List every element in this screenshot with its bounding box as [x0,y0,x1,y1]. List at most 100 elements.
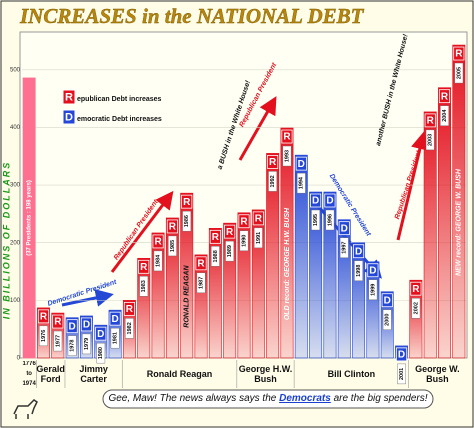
bar-badge-letter: R [427,116,435,127]
y-axis-label: IN BILLIONS OF DOLLARS [1,161,11,320]
group-label: 1776 to 1974 [22,361,36,387]
year-label: 1987 [198,277,204,289]
year-label: 2002 [413,302,419,314]
group-label-box: Gerald Ford [36,364,65,384]
bar-badge-letter: D [69,321,76,332]
year-box [411,297,421,319]
year-label: 1999 [370,284,376,296]
bar-badge [66,319,78,334]
bar-badge [80,317,93,332]
bar-badge-letter: R [441,91,449,102]
bar-badge-letter: R [226,227,234,238]
bar-badge [152,234,164,249]
y-tick-label: 0 [17,356,21,362]
bar-badge [381,293,393,308]
bar [423,111,437,359]
year-box [296,172,306,194]
year-box [210,246,220,267]
bar [323,191,337,359]
bar-badge-letter: R [412,284,420,295]
bar-badge [181,194,193,209]
legend-text: emocratic Debt increases [77,116,162,123]
year-box [153,250,163,272]
year-box [39,325,48,347]
bar-badge-letter: D [369,265,376,276]
year-box [339,237,349,258]
bar-badge-letter: R [154,237,162,248]
y-tick-label: 500 [10,67,21,73]
bar-badge [95,326,107,341]
year-label: 1997 [342,242,348,254]
bar-badge [453,46,465,61]
group-label-box: George H.W. Bush [239,364,293,384]
bar-badge-letter: D [398,350,405,361]
bar-badge-letter: D [312,196,319,207]
year-box [82,333,91,355]
year-box [425,129,435,151]
bar-badge [310,193,322,208]
year-box [253,227,263,249]
bar-badge [395,347,408,362]
year-box [96,342,106,364]
legend-letter: R [65,91,73,103]
year-label: 1979 [84,338,90,350]
y-tick-label: 200 [10,240,21,246]
group-label: Gerald Ford [36,364,65,384]
bar-badge [138,259,150,274]
annotation: RONALD REAGAN [184,265,191,328]
bar-badge [267,154,279,169]
bar-badge [224,224,236,239]
year-box [182,210,192,232]
bar-badge [324,193,336,208]
legend-badge [62,89,76,105]
bar [352,242,366,359]
bar-badge-letter: R [183,197,191,208]
group-label: Ronald Reagan [146,369,213,379]
year-label: 1995 [313,214,319,226]
group-label: George W. Bush [415,364,460,384]
bar [180,192,194,359]
arrow [110,190,174,273]
bar [438,87,451,359]
year-label: 1996 [327,214,333,226]
icon-box [8,395,44,423]
year-label: 2003 [428,134,434,146]
bar-badge [338,221,350,236]
bar-badge-letter: R [269,157,277,168]
year-box [110,327,120,349]
year-box [354,260,363,281]
bar-badge-letter: R [140,262,148,273]
bar-badge-letter: R [455,49,463,60]
group-label: Bill Clinton [327,369,376,379]
bar-badge-letter: R [240,216,248,227]
bar-badge [52,314,64,329]
year-label: 1988 [213,250,219,262]
year-box [368,279,378,300]
year-box [454,62,464,84]
bar-badge [410,281,422,296]
year-label: 1981 [113,332,119,344]
bar-badge-letter: R [169,222,177,233]
legend-letter: D [65,111,73,123]
year-box [125,318,134,339]
bar-badge-letter: D [384,295,391,306]
bar-badge-letter: D [97,329,104,340]
year-label: 1986 [184,215,190,227]
year-label: 1985 [170,240,176,252]
bar-badge-letter: D [298,159,305,170]
year-label: 1991 [256,232,262,244]
year-label: 1989 [227,245,233,257]
year-box [325,209,335,231]
year-label: 2005 [456,67,462,79]
bar [294,154,308,359]
group-label-box: George W. Bush [415,364,460,384]
bar-badge [123,301,135,316]
y-tick-label: 400 [10,125,21,131]
bar [452,44,466,359]
bar [280,127,294,359]
arrow [238,96,277,161]
year-label: 2001 [399,368,405,380]
bar [309,191,323,359]
